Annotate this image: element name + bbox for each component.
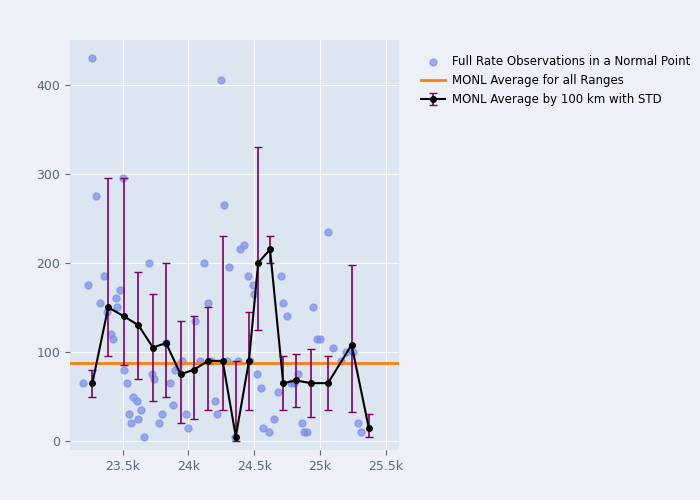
Full Rate Observations in a Normal Point [172, 362, 183, 370]
Full Rate Observations in a Normal Point [164, 379, 176, 387]
Full Rate Observations in a Normal Point [247, 281, 258, 289]
Full Rate Observations in a Normal Point [127, 392, 139, 400]
Full Rate Observations in a Normal Point [133, 415, 144, 423]
Full Rate Observations in a Normal Point [296, 420, 307, 428]
Full Rate Observations in a Normal Point [146, 370, 158, 378]
Full Rate Observations in a Normal Point [125, 420, 136, 428]
Full Rate Observations in a Normal Point [312, 334, 323, 342]
Full Rate Observations in a Normal Point [275, 272, 286, 280]
Full Rate Observations in a Normal Point [160, 339, 172, 347]
Full Rate Observations in a Normal Point [114, 286, 125, 294]
Full Rate Observations in a Normal Point [355, 428, 366, 436]
Full Rate Observations in a Normal Point [202, 299, 214, 307]
Full Rate Observations in a Normal Point [335, 357, 346, 365]
Full Rate Observations in a Normal Point [322, 228, 333, 235]
Full Rate Observations in a Normal Point [154, 420, 165, 428]
Full Rate Observations in a Normal Point [111, 294, 122, 302]
Full Rate Observations in a Normal Point [99, 272, 110, 280]
Full Rate Observations in a Normal Point [138, 432, 149, 440]
Full Rate Observations in a Normal Point [112, 304, 123, 312]
Full Rate Observations in a Normal Point [229, 432, 240, 440]
Full Rate Observations in a Normal Point [108, 334, 119, 342]
Full Rate Observations in a Normal Point [268, 415, 279, 423]
Full Rate Observations in a Normal Point [157, 410, 168, 418]
Full Rate Observations in a Normal Point [169, 366, 181, 374]
Full Rate Observations in a Normal Point [183, 424, 194, 432]
Full Rate Observations in a Normal Point [347, 348, 358, 356]
Full Rate Observations in a Normal Point [199, 259, 210, 267]
Full Rate Observations in a Normal Point [91, 192, 102, 200]
Full Rate Observations in a Normal Point [83, 281, 94, 289]
Full Rate Observations in a Normal Point [94, 299, 106, 307]
Full Rate Observations in a Normal Point [102, 308, 113, 316]
Full Rate Observations in a Normal Point [292, 370, 303, 378]
Full Rate Observations in a Normal Point [118, 366, 130, 374]
Full Rate Observations in a Normal Point [251, 370, 262, 378]
Full Rate Observations in a Normal Point [278, 299, 289, 307]
Full Rate Observations in a Normal Point [248, 290, 260, 298]
Full Rate Observations in a Normal Point [256, 384, 267, 392]
Full Rate Observations in a Normal Point [272, 388, 284, 396]
Full Rate Observations in a Normal Point [263, 428, 274, 436]
Full Rate Observations in a Normal Point [105, 330, 116, 338]
Full Rate Observations in a Normal Point [286, 379, 297, 387]
Legend: Full Rate Observations in a Normal Point, MONL Average for all Ranges, MONL Aver: Full Rate Observations in a Normal Point… [412, 46, 699, 116]
Full Rate Observations in a Normal Point [195, 357, 206, 365]
Full Rate Observations in a Normal Point [281, 312, 293, 320]
Full Rate Observations in a Normal Point [190, 317, 201, 325]
Full Rate Observations in a Normal Point [301, 428, 312, 436]
Full Rate Observations in a Normal Point [288, 379, 300, 387]
Full Rate Observations in a Normal Point [132, 397, 143, 405]
Full Rate Observations in a Normal Point [124, 410, 135, 418]
Full Rate Observations in a Normal Point [341, 348, 352, 356]
Full Rate Observations in a Normal Point [308, 304, 319, 312]
Full Rate Observations in a Normal Point [209, 397, 220, 405]
Full Rate Observations in a Normal Point [121, 379, 132, 387]
Full Rate Observations in a Normal Point [78, 379, 89, 387]
Full Rate Observations in a Normal Point [242, 272, 253, 280]
Full Rate Observations in a Normal Point [353, 420, 364, 428]
Full Rate Observations in a Normal Point [205, 357, 216, 365]
Full Rate Observations in a Normal Point [144, 259, 155, 267]
Full Rate Observations in a Normal Point [223, 264, 235, 272]
Full Rate Observations in a Normal Point [148, 374, 160, 382]
Full Rate Observations in a Normal Point [216, 76, 227, 84]
Full Rate Observations in a Normal Point [212, 410, 223, 418]
Full Rate Observations in a Normal Point [180, 410, 191, 418]
Full Rate Observations in a Normal Point [245, 357, 256, 365]
Full Rate Observations in a Normal Point [221, 357, 232, 365]
Full Rate Observations in a Normal Point [258, 424, 269, 432]
Full Rate Observations in a Normal Point [328, 344, 339, 351]
Full Rate Observations in a Normal Point [117, 174, 128, 182]
Full Rate Observations in a Normal Point [238, 241, 249, 249]
Full Rate Observations in a Normal Point [176, 357, 188, 365]
Full Rate Observations in a Normal Point [87, 54, 98, 62]
Full Rate Observations in a Normal Point [234, 246, 246, 254]
Full Rate Observations in a Normal Point [167, 402, 178, 409]
Full Rate Observations in a Normal Point [218, 201, 230, 209]
Full Rate Observations in a Normal Point [299, 428, 310, 436]
Full Rate Observations in a Normal Point [314, 334, 326, 342]
Full Rate Observations in a Normal Point [233, 357, 244, 365]
Full Rate Observations in a Normal Point [136, 406, 147, 414]
